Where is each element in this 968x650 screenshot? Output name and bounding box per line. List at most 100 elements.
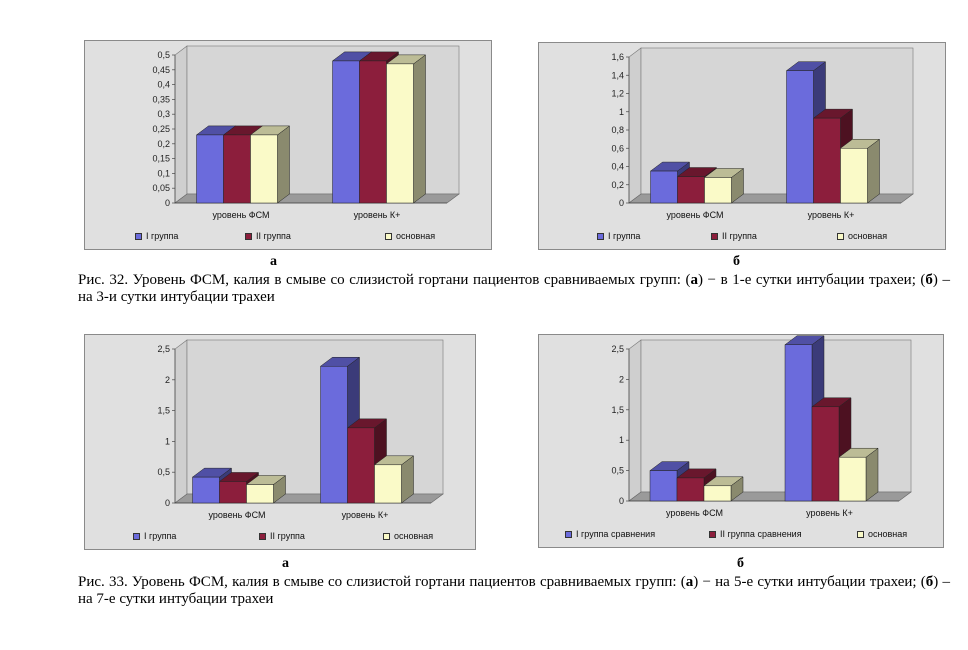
y-tick-label: 0 [619,496,624,506]
y-tick-label: 0,5 [157,467,170,477]
legend-swatch [383,533,390,541]
y-tick-label: 0,25 [152,124,170,134]
y-tick-label: 1,4 [611,70,624,80]
bar [840,148,868,204]
legend-swatch [245,233,252,241]
y-tick-label: 1 [165,436,170,446]
chart-legend: I группа сравнения II группа сравнения о… [539,529,943,543]
bar [219,481,247,504]
caption-label-a: а [690,272,698,288]
legend-item: II группа [711,231,757,241]
bar [223,134,251,204]
y-tick-label: 0,3 [157,109,170,119]
x-tick-label: уровень ФСМ [213,210,270,220]
figure-caption-32: Рис. 32. Уровень ФСМ, калия в смыве со с… [78,272,950,306]
y-tick-label: 1 [619,435,624,445]
y-tick-label: 0,2 [157,139,170,149]
caption-text: ) – на 7-е сутки интубации трахеи [78,574,950,607]
bar [786,70,814,204]
x-tick-label: уровень ФСМ [666,508,723,518]
legend-label: I группа [144,531,177,541]
chart-panel-33b: 0 0,5 1 1,5 2 2,5 уровень ФСМ уровень К+ I груп… [538,334,944,548]
legend-swatch [259,533,266,541]
bar [374,464,402,504]
side-wall [628,339,642,502]
x-tick-label: уровень К+ [808,210,855,220]
bar [703,485,732,502]
subfigure-label-b: б [737,556,744,571]
x-tick-label: уровень ФСМ [667,210,724,220]
y-tick-label: 1 [619,107,624,117]
caption-label-a: а [685,574,694,590]
legend-swatch [837,233,844,241]
legend-item: I группа [133,531,176,541]
legend-swatch [857,531,864,539]
bar [677,176,705,204]
subfigure-label-a: а [270,254,277,269]
legend-label: II группа сравнения [720,529,802,539]
bar [347,427,375,504]
legend-item: II группа [259,531,305,541]
legend-swatch [135,233,142,241]
chart-panel-33a: 0 0,5 1 1,5 2 2,5 уровень ФСМ уровень К+ I груп… [84,334,476,550]
caption-text: ) – на 3-и сутки интубации трахеи [78,272,950,305]
bar-chart-32a: 0 0,05 0,1 0,15 0,2 0,25 0,3 0,35 0,4 0,45 0,5 уров… [152,45,460,220]
chart-legend: I группа II группа основная [85,531,475,545]
bar [676,477,705,502]
y-tick-label: 2,5 [157,344,170,354]
bar [704,177,732,204]
y-tick-label: 1,6 [611,52,624,62]
chart-legend: I группа II группа основная [539,231,945,245]
legend-item: основная [385,231,435,241]
legend-item: II группа сравнения [709,529,802,539]
bar [196,134,224,204]
bar [813,117,841,204]
y-tick-label: 0,4 [611,162,624,172]
legend-label: I группа сравнения [576,529,656,539]
legend-swatch [597,233,604,241]
y-tick-label: 0,35 [152,94,170,104]
y-tick-label: 0,45 [152,65,170,75]
y-tick-label: 1,5 [611,405,624,415]
y-tick-label: 0,5 [157,50,170,60]
legend-label: II группа [256,231,291,241]
bar [838,456,867,502]
y-tick-label: 0,15 [152,154,170,164]
bar-side [413,54,426,204]
bar [386,63,414,204]
legend-item: основная [383,531,433,541]
legend-swatch [709,531,716,539]
legend-label: основная [396,231,436,241]
x-tick-label: уровень К+ [354,210,401,220]
y-tick-label: 2 [619,374,624,384]
y-tick-label: 1,2 [611,89,624,99]
legend-swatch [565,531,572,539]
x-tick-label: уровень К+ [806,508,853,518]
y-tick-label: 0,5 [611,466,624,476]
legend-item: основная [837,231,887,241]
chart-legend: I группа II группа основная [85,231,491,245]
y-tick-label: 2,5 [611,344,624,354]
y-tick-label: 0,4 [157,80,170,90]
y-tick-label: 1,5 [157,406,170,416]
legend-swatch [711,233,718,241]
subfigure-label-a: а [282,556,289,571]
bar [320,365,348,504]
y-tick-label: 0,2 [611,180,624,190]
legend-item: II группа [245,231,291,241]
bar-side [277,125,290,204]
side-wall [174,45,188,204]
x-tick-label: уровень ФСМ [209,510,266,520]
legend-label: I группа [146,231,179,241]
chart-panel-32a: 0 0,05 0,1 0,15 0,2 0,25 0,3 0,35 0,4 0,45 0,5 уров… [84,40,492,250]
y-tick-label: 0,6 [611,143,624,153]
y-tick-label: 0,8 [611,125,624,135]
legend-label: I группа [608,231,641,241]
legend-swatch [133,533,140,541]
caption-text: ) − в 1-е сутки интубации трахеи; ( [697,272,926,288]
bar [246,484,274,504]
subfigure-label-b: б [733,254,740,269]
bar-chart-32b: 0 0,2 0,4 0,6 0,8 1 1,2 1,4 1,6 уровень ФСМ уровен… [611,47,914,220]
y-tick-label: 2 [165,375,170,385]
bar [650,170,678,204]
